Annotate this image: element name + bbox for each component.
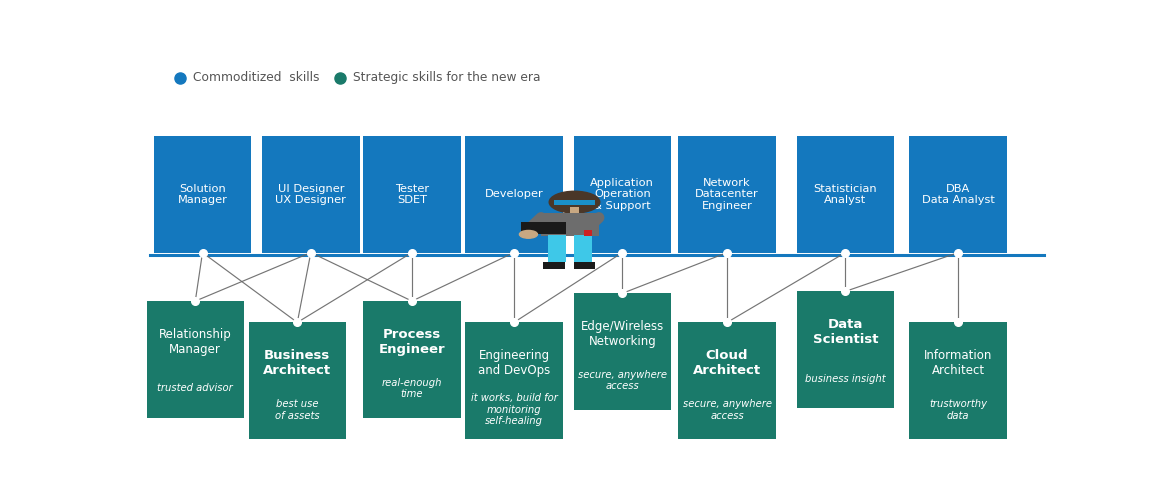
FancyBboxPatch shape (570, 207, 579, 214)
Text: DBA
Data Analyst: DBA Data Analyst (922, 183, 995, 205)
Text: Engineering
and DevOps: Engineering and DevOps (478, 349, 550, 377)
Text: Strategic skills for the new era: Strategic skills for the new era (353, 72, 541, 85)
Circle shape (549, 191, 600, 213)
FancyBboxPatch shape (678, 323, 776, 439)
FancyBboxPatch shape (541, 213, 599, 236)
FancyBboxPatch shape (521, 222, 566, 234)
FancyBboxPatch shape (585, 230, 592, 236)
Text: secure, anywhere
access: secure, anywhere access (578, 370, 666, 392)
FancyBboxPatch shape (262, 136, 360, 253)
FancyBboxPatch shape (573, 136, 671, 253)
FancyBboxPatch shape (678, 136, 776, 253)
FancyBboxPatch shape (573, 235, 592, 262)
Text: Tester
SDET: Tester SDET (395, 183, 429, 205)
Text: Statistician
Analyst: Statistician Analyst (813, 183, 877, 205)
Text: it works, build for
monitoring
self-healing: it works, build for monitoring self-heal… (471, 393, 557, 426)
FancyBboxPatch shape (154, 136, 252, 253)
Text: Developer: Developer (485, 190, 543, 200)
FancyBboxPatch shape (363, 301, 460, 417)
Text: real-enough
time: real-enough time (382, 377, 443, 399)
Text: Edge/Wireless
Networking: Edge/Wireless Networking (580, 320, 664, 348)
Text: business insight: business insight (805, 373, 885, 384)
Text: best use
of assets: best use of assets (275, 399, 319, 420)
FancyBboxPatch shape (553, 200, 595, 205)
FancyBboxPatch shape (465, 136, 563, 253)
FancyBboxPatch shape (543, 262, 565, 269)
FancyBboxPatch shape (465, 323, 563, 439)
FancyBboxPatch shape (573, 293, 671, 410)
Text: Relationship
Manager: Relationship Manager (158, 328, 232, 356)
FancyBboxPatch shape (363, 136, 460, 253)
FancyBboxPatch shape (248, 323, 346, 439)
Text: Network
Datacenter
Engineer: Network Datacenter Engineer (696, 178, 758, 211)
Circle shape (520, 230, 537, 238)
FancyBboxPatch shape (797, 136, 894, 253)
Text: Solution
Manager: Solution Manager (177, 183, 227, 205)
Text: Business
Architect: Business Architect (263, 349, 331, 377)
Text: Commoditized  skills: Commoditized skills (193, 72, 320, 85)
Text: Data
Scientist: Data Scientist (813, 318, 878, 346)
FancyBboxPatch shape (910, 323, 1007, 439)
FancyBboxPatch shape (549, 235, 566, 262)
Text: secure, anywhere
access: secure, anywhere access (683, 399, 771, 420)
Text: trustworthy
data: trustworthy data (930, 399, 987, 420)
Text: Cloud
Architect: Cloud Architect (693, 349, 761, 377)
FancyBboxPatch shape (910, 136, 1007, 253)
FancyBboxPatch shape (573, 262, 595, 269)
Text: trusted advisor: trusted advisor (157, 384, 233, 394)
Text: Application
Operation
& Support: Application Operation & Support (591, 178, 655, 211)
FancyBboxPatch shape (147, 301, 243, 417)
Text: Information
Architect: Information Architect (924, 349, 993, 377)
Text: Process
Engineer: Process Engineer (379, 328, 445, 356)
FancyBboxPatch shape (797, 291, 894, 408)
Text: UI Designer
UX Designer: UI Designer UX Designer (275, 183, 346, 205)
